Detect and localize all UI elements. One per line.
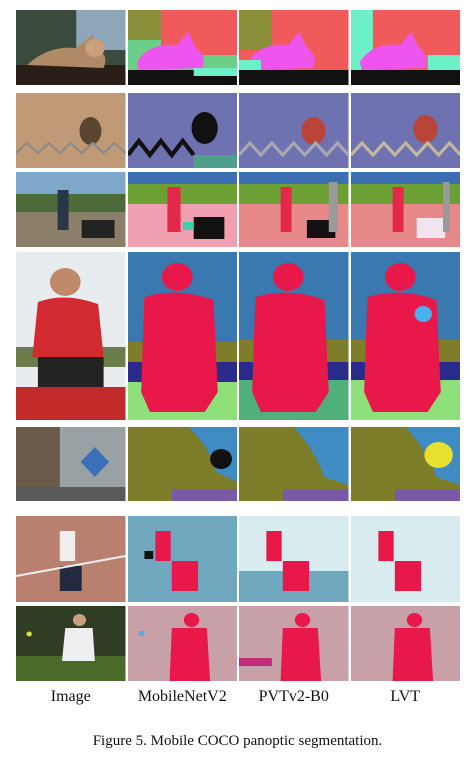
- mobilenetv2-result: [127, 10, 237, 85]
- figure-row-5: [16, 427, 460, 501]
- figure-row-6: [16, 516, 460, 602]
- lvt-result: [350, 516, 460, 602]
- column-label-lvt: LVT: [390, 688, 421, 705]
- lvt-result: [350, 427, 460, 501]
- figure-row-4: [16, 252, 460, 420]
- input-image: [16, 172, 126, 247]
- pvtv2-b0-result: [239, 516, 349, 602]
- lvt-result: [350, 606, 460, 681]
- pvtv2-b0-result: [239, 252, 349, 420]
- mobilenetv2-result: [127, 252, 237, 420]
- figure-row-1: [16, 10, 460, 85]
- input-image: [16, 10, 126, 85]
- pvtv2-b0-result: [239, 10, 349, 85]
- column-label-image: Image: [50, 688, 91, 705]
- input-image: [16, 93, 126, 168]
- mobilenetv2-result: [127, 606, 237, 681]
- column-labels: Image MobileNetV2 PVTv2-B0 LVT: [16, 688, 460, 706]
- lvt-result: [350, 93, 460, 168]
- mobilenetv2-result: [127, 172, 237, 247]
- mobilenetv2-result: [127, 93, 237, 168]
- lvt-result: [350, 10, 460, 85]
- figure-row-7: [16, 606, 460, 681]
- input-image: [16, 516, 126, 602]
- figure-caption: Figure 5. Mobile COCO panoptic segmentat…: [92, 733, 383, 749]
- input-image: [16, 606, 126, 681]
- column-label-mobilenetv2: MobileNetV2: [137, 688, 227, 705]
- pvtv2-b0-result: [239, 93, 349, 168]
- figure-row-3: [16, 172, 460, 247]
- input-image: [16, 427, 126, 501]
- pvtv2-b0-result: [239, 606, 349, 681]
- pvtv2-b0-result: [239, 427, 349, 501]
- mobilenetv2-result: [127, 516, 237, 602]
- figure-row-2: [16, 93, 460, 168]
- lvt-result: [350, 252, 460, 420]
- lvt-result: [350, 172, 460, 247]
- input-image: [16, 252, 126, 420]
- column-label-pvtv2-b0: PVTv2-B0: [258, 688, 329, 705]
- mobilenetv2-result: [127, 427, 237, 501]
- pvtv2-b0-result: [239, 172, 349, 247]
